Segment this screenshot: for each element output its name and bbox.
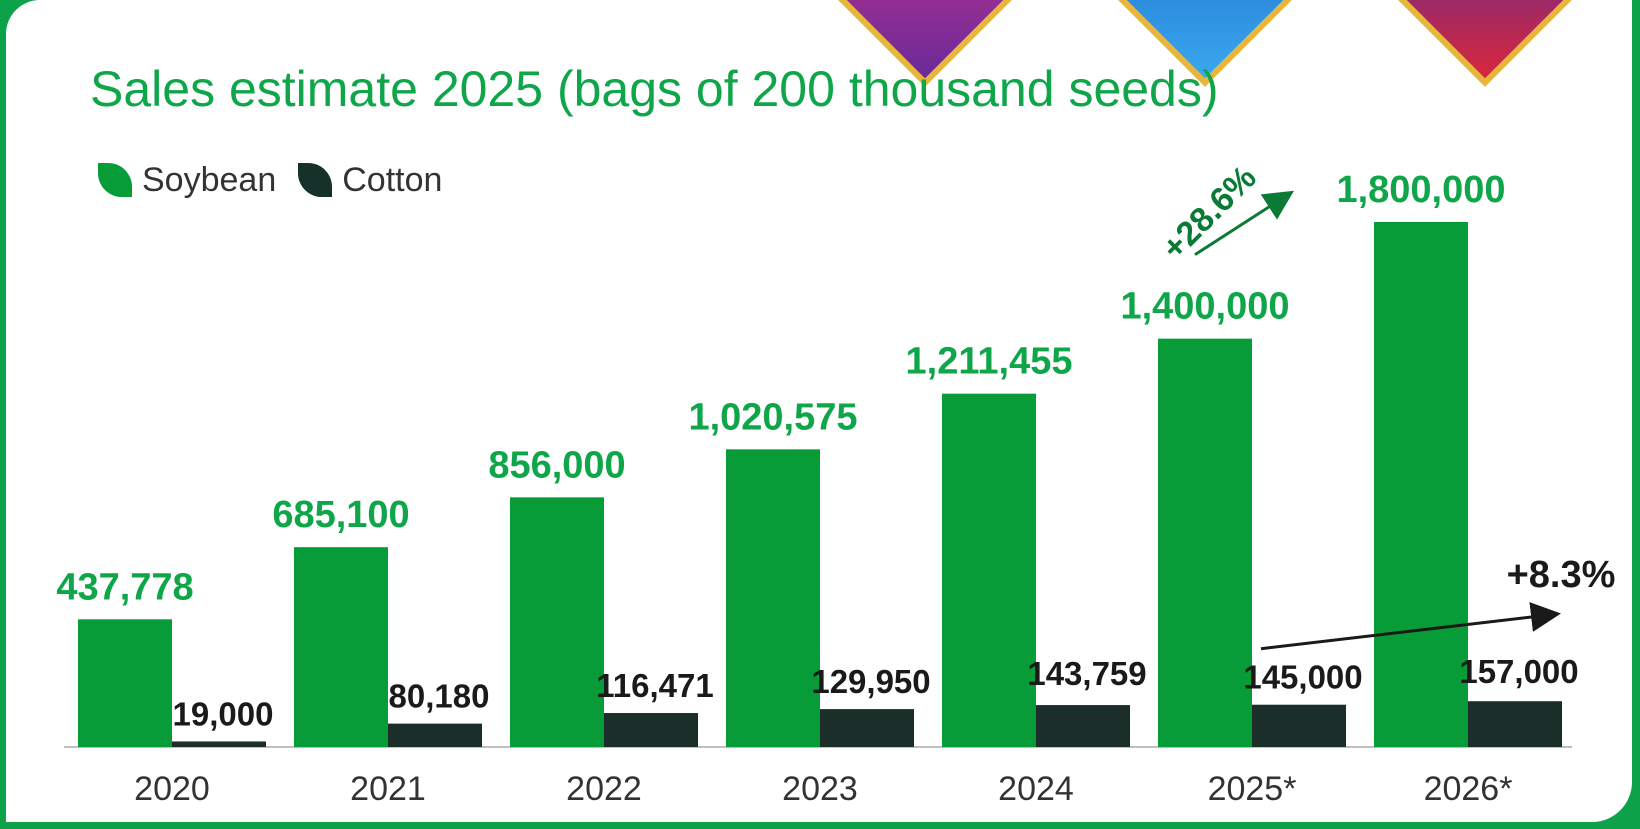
data-label-soybean: 685,100 [272, 494, 409, 536]
bar-soybean [1374, 222, 1468, 747]
bar-soybean [942, 393, 1036, 747]
growth-arrow-cotton [1260, 602, 1561, 651]
data-label-soybean: 1,400,000 [1120, 286, 1289, 328]
data-label-soybean: 1,020,575 [688, 396, 857, 438]
bar-cotton [172, 741, 266, 747]
x-tick-label: 2026* [1424, 770, 1513, 808]
x-tick-label: 2021 [350, 770, 426, 808]
bar-cotton [604, 713, 698, 747]
legend-label-soybean: Soybean [142, 160, 277, 199]
legend-label-cotton: Cotton [342, 160, 443, 199]
growth-arrow-soybean [1194, 190, 1295, 256]
bar-soybean [294, 547, 388, 747]
bar-cotton [1036, 705, 1130, 747]
bar-cotton [1468, 701, 1562, 747]
data-label-cotton: 116,471 [596, 667, 713, 704]
data-label-soybean: 1,800,000 [1336, 169, 1505, 211]
growth-annotation-cotton: +8.3% [1507, 554, 1616, 596]
bar-soybean [510, 497, 604, 747]
legend-item-cotton: Cotton [298, 161, 442, 200]
x-tick-label: 2023 [782, 770, 858, 808]
data-label-cotton: 145,000 [1243, 659, 1362, 696]
chart-legend: Soybean Cotton [98, 158, 464, 202]
bar-soybean [78, 619, 172, 747]
bar-soybean [1158, 338, 1252, 747]
bar-cotton [1252, 704, 1346, 747]
chart-title: Sales estimate 2025 (bags of 200 thousan… [90, 61, 1219, 117]
data-label-soybean: 856,000 [488, 444, 625, 486]
x-tick-label: 2020 [134, 770, 210, 808]
data-label-cotton: 143,759 [1027, 655, 1146, 692]
data-label-soybean: 1,211,455 [906, 341, 1073, 383]
data-label-cotton: 157,000 [1459, 653, 1578, 690]
bar-cotton [388, 723, 482, 747]
x-tick-label: 2024 [998, 770, 1074, 808]
data-label-soybean: 437,778 [56, 566, 193, 608]
legend-item-soybean: Soybean [98, 161, 276, 200]
data-label-cotton: 19,000 [173, 695, 274, 732]
x-tick-label: 2022 [566, 770, 642, 808]
growth-annotation-soybean: +28.6% [1155, 158, 1264, 267]
x-tick-label: 2025* [1208, 770, 1297, 808]
data-label-cotton: 80,180 [389, 678, 490, 715]
bar-soybean [726, 449, 820, 747]
bar-cotton [820, 709, 914, 747]
data-label-cotton: 129,950 [811, 663, 930, 700]
